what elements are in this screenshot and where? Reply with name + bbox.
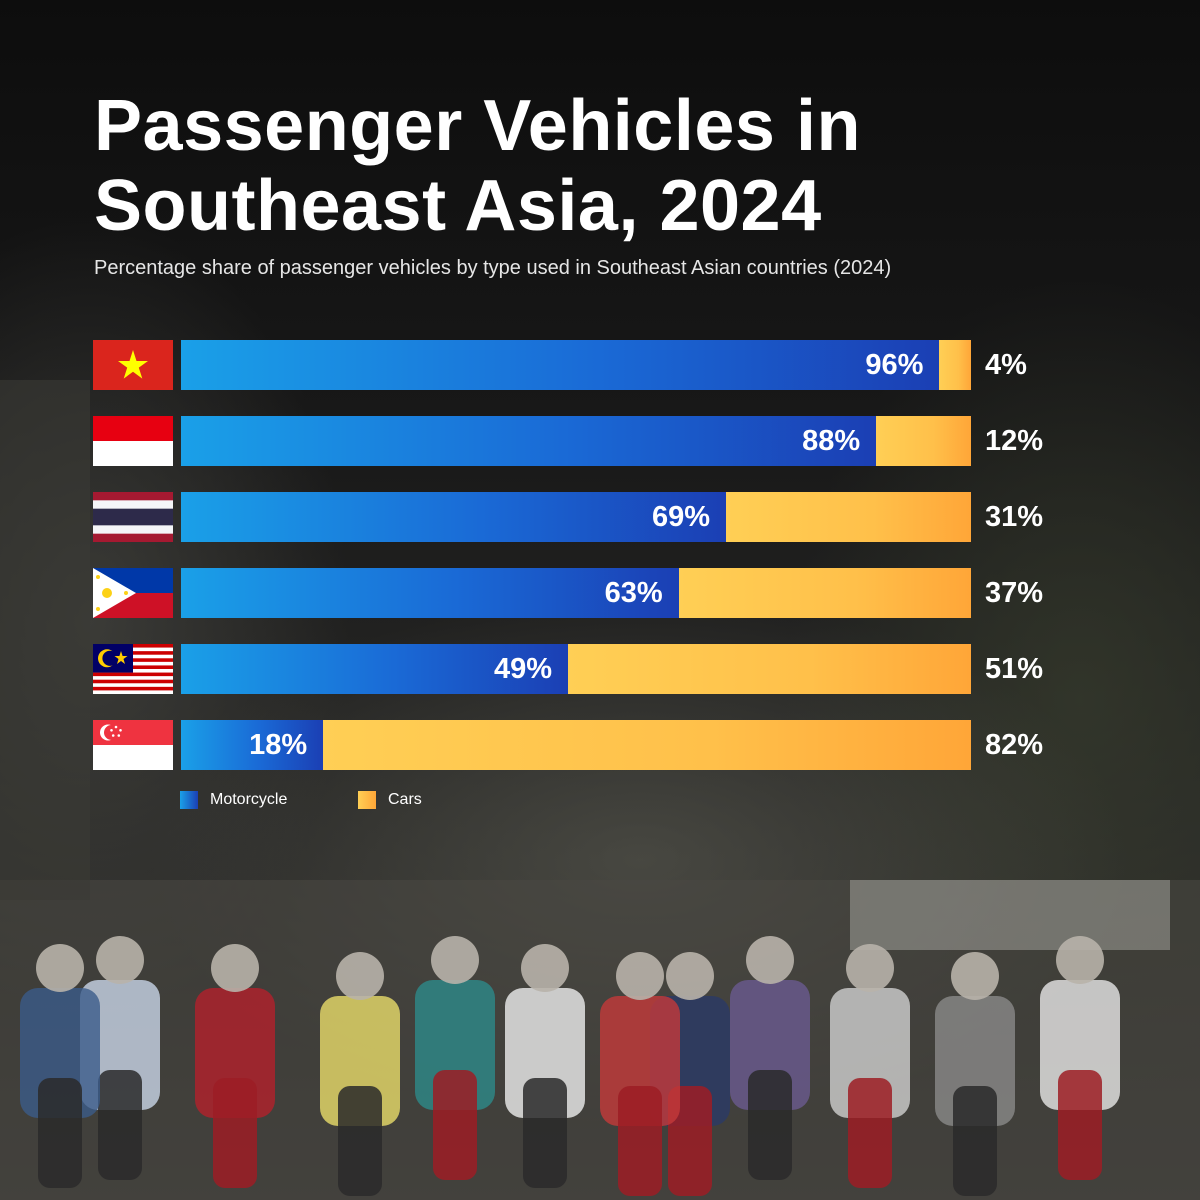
rider-helmet: [336, 952, 384, 1000]
legend-swatch: [358, 791, 376, 809]
motorcycle-segment: 88%: [181, 416, 877, 466]
motorbike: [338, 1086, 382, 1196]
motorcycle-data-label: 18%: [249, 729, 308, 761]
legend-label: Motorcycle: [210, 791, 288, 808]
rider-helmet: [846, 944, 894, 992]
rider-helmet: [211, 944, 259, 992]
bar-row: 69% 31%: [93, 492, 1093, 542]
stacked-bar: 88%: [181, 416, 971, 466]
building-left: [0, 380, 90, 900]
motorcycle-segment: 49%: [181, 644, 569, 694]
cars-segment: [678, 568, 971, 618]
cars-segment: [323, 720, 971, 770]
motorbike: [38, 1078, 82, 1188]
bar-row: 63% 37%: [93, 568, 1093, 618]
rider-helmet: [431, 936, 479, 984]
cars-data-label: 82%: [985, 729, 1044, 761]
rider-helmet: [951, 952, 999, 1000]
bar-row: 96% 4%: [93, 340, 1093, 390]
bar-row: 88% 12%: [93, 416, 1093, 466]
rider-helmet: [666, 952, 714, 1000]
flag-icon: [93, 720, 173, 770]
legend-label: Cars: [388, 791, 422, 808]
motorcycle-segment: 96%: [181, 340, 940, 390]
motorbike: [848, 1078, 892, 1188]
rider-helmet: [36, 944, 84, 992]
chart-subtitle: Percentage share of passenger vehicles b…: [94, 257, 892, 279]
legend: Motorcycle Cars: [180, 789, 580, 811]
cars-data-label: 4%: [985, 349, 1027, 381]
motorbike: [953, 1086, 997, 1196]
stacked-bar: 96%: [181, 340, 971, 390]
cars-data-label: 31%: [985, 501, 1044, 533]
flag-icon: [93, 416, 173, 466]
cars-data-label: 51%: [985, 653, 1044, 685]
flag-icon: [93, 644, 173, 694]
motorcycle-data-label: 49%: [494, 653, 553, 685]
stacked-bar: 49%: [181, 644, 971, 694]
flag-icon: [93, 568, 173, 618]
bus: [850, 880, 1170, 950]
cars-data-label: 37%: [985, 577, 1044, 609]
rider-helmet: [521, 944, 569, 992]
motorcycle-segment: 18%: [181, 720, 324, 770]
motorbike: [618, 1086, 662, 1196]
chart-title: Passenger Vehicles in Southeast Asia, 20…: [94, 86, 861, 246]
motorbike: [1058, 1070, 1102, 1180]
stacked-bar: 63%: [181, 568, 971, 618]
rider-helmet: [96, 936, 144, 984]
motorcycle-data-label: 88%: [802, 425, 861, 457]
rider-helmet: [616, 952, 664, 1000]
motorbike: [213, 1078, 257, 1188]
motorbike: [748, 1070, 792, 1180]
rider-helmet: [1056, 936, 1104, 984]
cars-data-label: 12%: [985, 425, 1044, 457]
motorbike: [433, 1070, 477, 1180]
flag-icon: [93, 340, 173, 390]
stacked-bar: 69%: [181, 492, 971, 542]
cars-segment: [568, 644, 971, 694]
motorbike: [523, 1078, 567, 1188]
cars-segment: [939, 340, 971, 390]
rider-helmet: [746, 936, 794, 984]
motorcycle-data-label: 63%: [604, 577, 663, 609]
bar-row: 18% 82%: [93, 720, 1093, 770]
legend-swatch: [180, 791, 198, 809]
flag-icon: [93, 492, 173, 542]
motorcycle-data-label: 69%: [652, 501, 711, 533]
motorbike: [98, 1070, 142, 1180]
cars-segment: [726, 492, 971, 542]
stacked-bar: 18%: [181, 720, 971, 770]
motorcycle-segment: 69%: [181, 492, 727, 542]
motorcycle-data-label: 96%: [865, 349, 924, 381]
motorcycle-segment: 63%: [181, 568, 679, 618]
bar-row: 49% 51%: [93, 644, 1093, 694]
cars-segment: [876, 416, 971, 466]
